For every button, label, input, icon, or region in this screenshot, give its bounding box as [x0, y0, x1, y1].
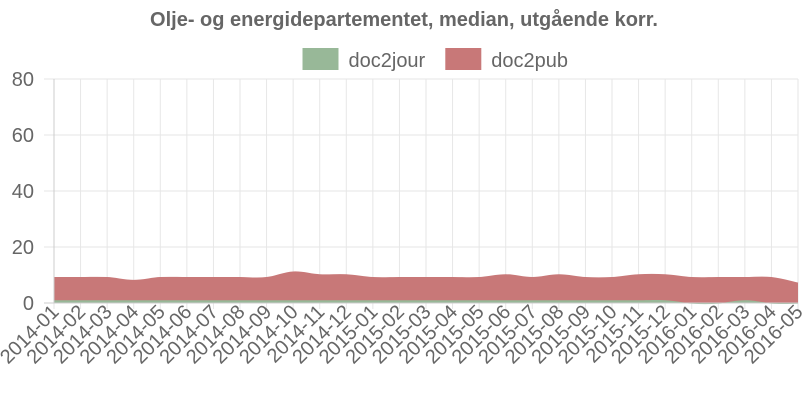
legend-swatch — [302, 48, 339, 70]
series-area-doc2pub — [54, 272, 798, 304]
y-tick-labels: 0 20 40 60 80 — [12, 69, 34, 315]
series-line-doc2pub — [54, 271, 799, 285]
series-areas — [54, 271, 799, 305]
legend-item-doc2pub[interactable]: doc2pub — [445, 48, 568, 72]
grid — [44, 78, 799, 309]
y-tick-label: 40 — [12, 181, 34, 203]
legend-label: doc2jour — [349, 50, 426, 72]
y-tick-label: 20 — [12, 237, 34, 259]
legend-item-doc2jour[interactable]: doc2jour — [302, 48, 426, 72]
x-tick-labels: 2014-012014-022014-032014-042014-052014-… — [0, 301, 808, 368]
y-tick-label: 80 — [12, 69, 34, 91]
chart-title: Olje- og energidepartementet, median, ut… — [150, 8, 658, 31]
axes — [44, 79, 798, 304]
y-tick-label: 0 — [23, 293, 34, 315]
y-tick-label: 60 — [12, 125, 34, 147]
legend-swatch — [445, 48, 482, 70]
legend-label: doc2pub — [491, 50, 568, 72]
legend: doc2jour doc2pub — [302, 48, 568, 72]
